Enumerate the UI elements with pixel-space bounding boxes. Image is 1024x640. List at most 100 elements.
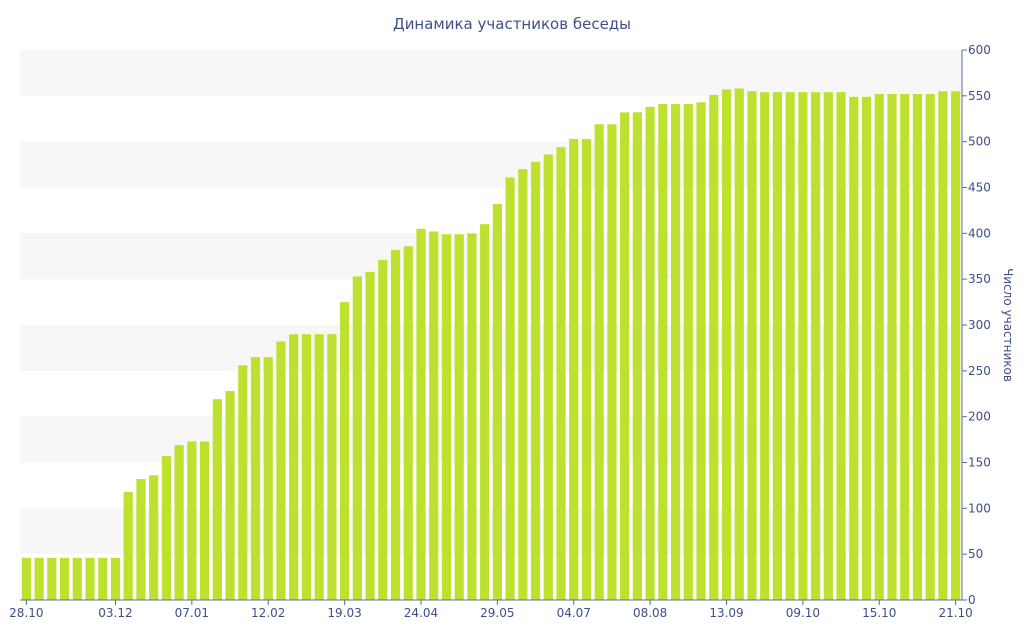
bar <box>454 234 464 600</box>
bar <box>696 102 706 600</box>
grid-band <box>20 508 962 555</box>
y-tick-label: 50 <box>968 547 983 561</box>
bar <box>123 491 133 600</box>
bar <box>543 154 553 600</box>
y-tick-label: 450 <box>968 181 991 195</box>
bar <box>429 231 439 600</box>
x-tick-label: 15.10 <box>862 606 896 620</box>
bar <box>607 124 617 600</box>
bar <box>212 399 222 600</box>
bar <box>98 557 108 600</box>
bar <box>747 91 757 600</box>
bar <box>199 441 210 600</box>
x-tick-label: 29.05 <box>480 606 514 620</box>
x-tick-label: 13.09 <box>709 606 743 620</box>
bar <box>811 92 821 601</box>
x-tick-label: 24.04 <box>404 606 438 620</box>
bar <box>314 334 324 600</box>
y-tick-label: 0 <box>968 593 976 607</box>
grid-band <box>20 50 962 96</box>
bar <box>378 259 388 600</box>
bar <box>798 92 808 601</box>
y-tick-label: 600 <box>968 43 991 57</box>
bar <box>136 479 146 600</box>
x-tick-label: 04.07 <box>557 606 591 620</box>
bar <box>849 96 859 600</box>
bar <box>416 228 426 600</box>
bar <box>938 91 948 600</box>
x-tick-label: 12.02 <box>251 606 285 620</box>
bar <box>289 334 299 600</box>
bar <box>518 169 528 600</box>
bar <box>480 224 490 600</box>
grid-band <box>20 325 962 371</box>
bar <box>632 112 642 600</box>
bar <box>403 246 413 600</box>
bar <box>594 124 604 600</box>
x-tick-label: 03.12 <box>98 606 132 620</box>
bar <box>658 104 668 600</box>
bar <box>327 334 337 600</box>
bar <box>340 302 350 600</box>
y-tick-label: 300 <box>968 318 991 332</box>
y-tick-label: 350 <box>968 272 991 286</box>
bar <box>887 94 897 600</box>
bar <box>530 161 541 601</box>
bar <box>250 357 261 600</box>
bar <box>569 138 579 600</box>
bar <box>365 271 375 600</box>
bar <box>951 91 961 600</box>
bar <box>683 104 693 600</box>
bar <box>467 233 477 601</box>
x-tick-label: 08.08 <box>633 606 667 620</box>
bar <box>492 204 502 600</box>
x-axis-ticks: 28.10 03.12 07.01 12.02 19.03 24.04 29.05 04.07… <box>9 600 973 620</box>
x-tick-label: 19.03 <box>327 606 361 620</box>
bar <box>441 234 452 600</box>
bar <box>912 94 923 600</box>
bar <box>34 557 44 600</box>
bar <box>861 96 872 600</box>
bar <box>21 557 31 600</box>
bar <box>556 147 566 600</box>
bars <box>21 88 961 601</box>
bar <box>709 94 719 601</box>
bar <box>721 89 732 601</box>
bar <box>620 112 630 600</box>
x-tick-label: 09.10 <box>786 606 820 620</box>
bar <box>760 92 770 601</box>
y-tick-label: 200 <box>968 410 991 424</box>
bar <box>645 106 655 600</box>
bar <box>85 557 95 600</box>
y-tick-label: 400 <box>968 226 991 240</box>
bar <box>925 94 935 600</box>
bar <box>301 334 312 600</box>
grid-band <box>20 416 962 463</box>
grid-band <box>20 233 962 280</box>
bar <box>505 177 515 600</box>
bar <box>772 92 783 601</box>
bar <box>276 341 286 600</box>
bar <box>581 138 592 600</box>
y-tick-label: 500 <box>968 135 991 149</box>
y-tick-label: 250 <box>968 364 991 378</box>
x-tick-label: 21.10 <box>938 606 972 620</box>
bar <box>900 94 910 600</box>
bar <box>72 557 82 600</box>
bar <box>263 357 273 600</box>
bar <box>174 445 184 600</box>
grid-bands <box>20 50 962 555</box>
bar <box>734 88 744 600</box>
bar <box>161 456 171 600</box>
grid-band <box>20 141 962 188</box>
bar <box>785 92 795 601</box>
bar <box>836 92 846 601</box>
chart-title: Динамика участников беседы <box>393 15 631 33</box>
bar <box>47 557 57 600</box>
y-axis-ticks: 0 50 100 150 200 250 300 350 400 450 500 550 600 <box>962 43 991 607</box>
bar <box>670 104 681 600</box>
bar <box>823 92 833 601</box>
bar <box>225 391 235 600</box>
x-tick-label: 07.01 <box>175 606 209 620</box>
